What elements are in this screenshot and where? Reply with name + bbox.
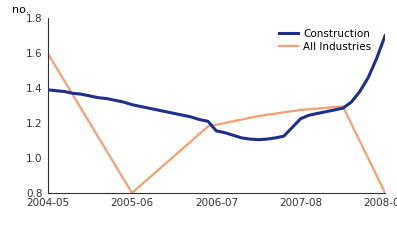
Construction	[256, 138, 261, 141]
Construction	[332, 109, 337, 111]
Construction	[315, 112, 320, 115]
All Industries	[129, 192, 134, 194]
Construction	[239, 136, 244, 139]
Construction	[264, 138, 269, 141]
Construction	[189, 116, 193, 118]
Construction	[172, 112, 177, 115]
Construction	[164, 110, 168, 113]
All Industries	[341, 105, 345, 108]
All Industries	[298, 109, 303, 111]
Construction	[180, 114, 185, 116]
Construction	[129, 103, 134, 106]
Construction	[121, 101, 126, 104]
Construction	[146, 107, 151, 110]
Construction	[206, 120, 210, 123]
Construction	[374, 57, 379, 60]
Construction	[45, 89, 50, 91]
Construction	[222, 131, 227, 134]
Construction	[307, 114, 312, 116]
Construction	[155, 109, 160, 111]
Construction	[104, 97, 109, 100]
Construction	[87, 95, 92, 97]
All Industries	[206, 125, 210, 128]
Construction	[71, 92, 75, 95]
Construction	[138, 105, 143, 108]
Construction	[231, 134, 236, 137]
Construction	[357, 90, 362, 93]
All Industries	[383, 192, 387, 194]
Construction	[96, 96, 100, 99]
Construction	[383, 34, 387, 37]
Construction	[214, 130, 219, 132]
Construction	[79, 93, 84, 96]
Construction	[248, 138, 252, 141]
Construction	[273, 136, 278, 139]
Y-axis label: no.: no.	[12, 5, 29, 15]
All Industries	[45, 52, 50, 54]
Construction	[341, 107, 345, 110]
Construction	[113, 99, 118, 102]
Construction	[366, 76, 370, 79]
Line: All Industries: All Industries	[48, 53, 385, 193]
Construction	[197, 118, 202, 121]
Construction	[281, 135, 286, 138]
Construction	[324, 110, 328, 113]
Construction	[62, 90, 67, 93]
Construction	[349, 101, 354, 104]
Construction	[54, 89, 58, 92]
Construction	[298, 117, 303, 120]
Construction	[290, 126, 295, 129]
Line: Construction: Construction	[48, 36, 385, 140]
All Industries	[256, 115, 261, 117]
Legend: Construction, All Industries: Construction, All Industries	[277, 27, 373, 54]
